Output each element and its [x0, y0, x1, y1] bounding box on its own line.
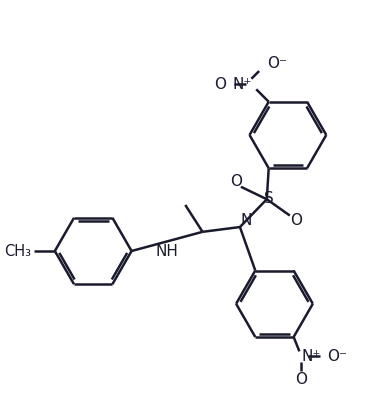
Text: NH: NH	[156, 245, 179, 259]
Text: O: O	[295, 372, 307, 387]
Text: O: O	[291, 213, 303, 228]
Text: CH₃: CH₃	[4, 243, 31, 258]
Text: N⁺: N⁺	[301, 348, 321, 364]
Text: O⁻: O⁻	[327, 348, 347, 364]
Text: O⁻: O⁻	[267, 56, 287, 71]
Text: N⁺: N⁺	[232, 77, 251, 92]
Text: O: O	[214, 77, 227, 92]
Text: N: N	[241, 213, 252, 228]
Text: O: O	[230, 175, 242, 189]
Text: S: S	[264, 191, 274, 206]
